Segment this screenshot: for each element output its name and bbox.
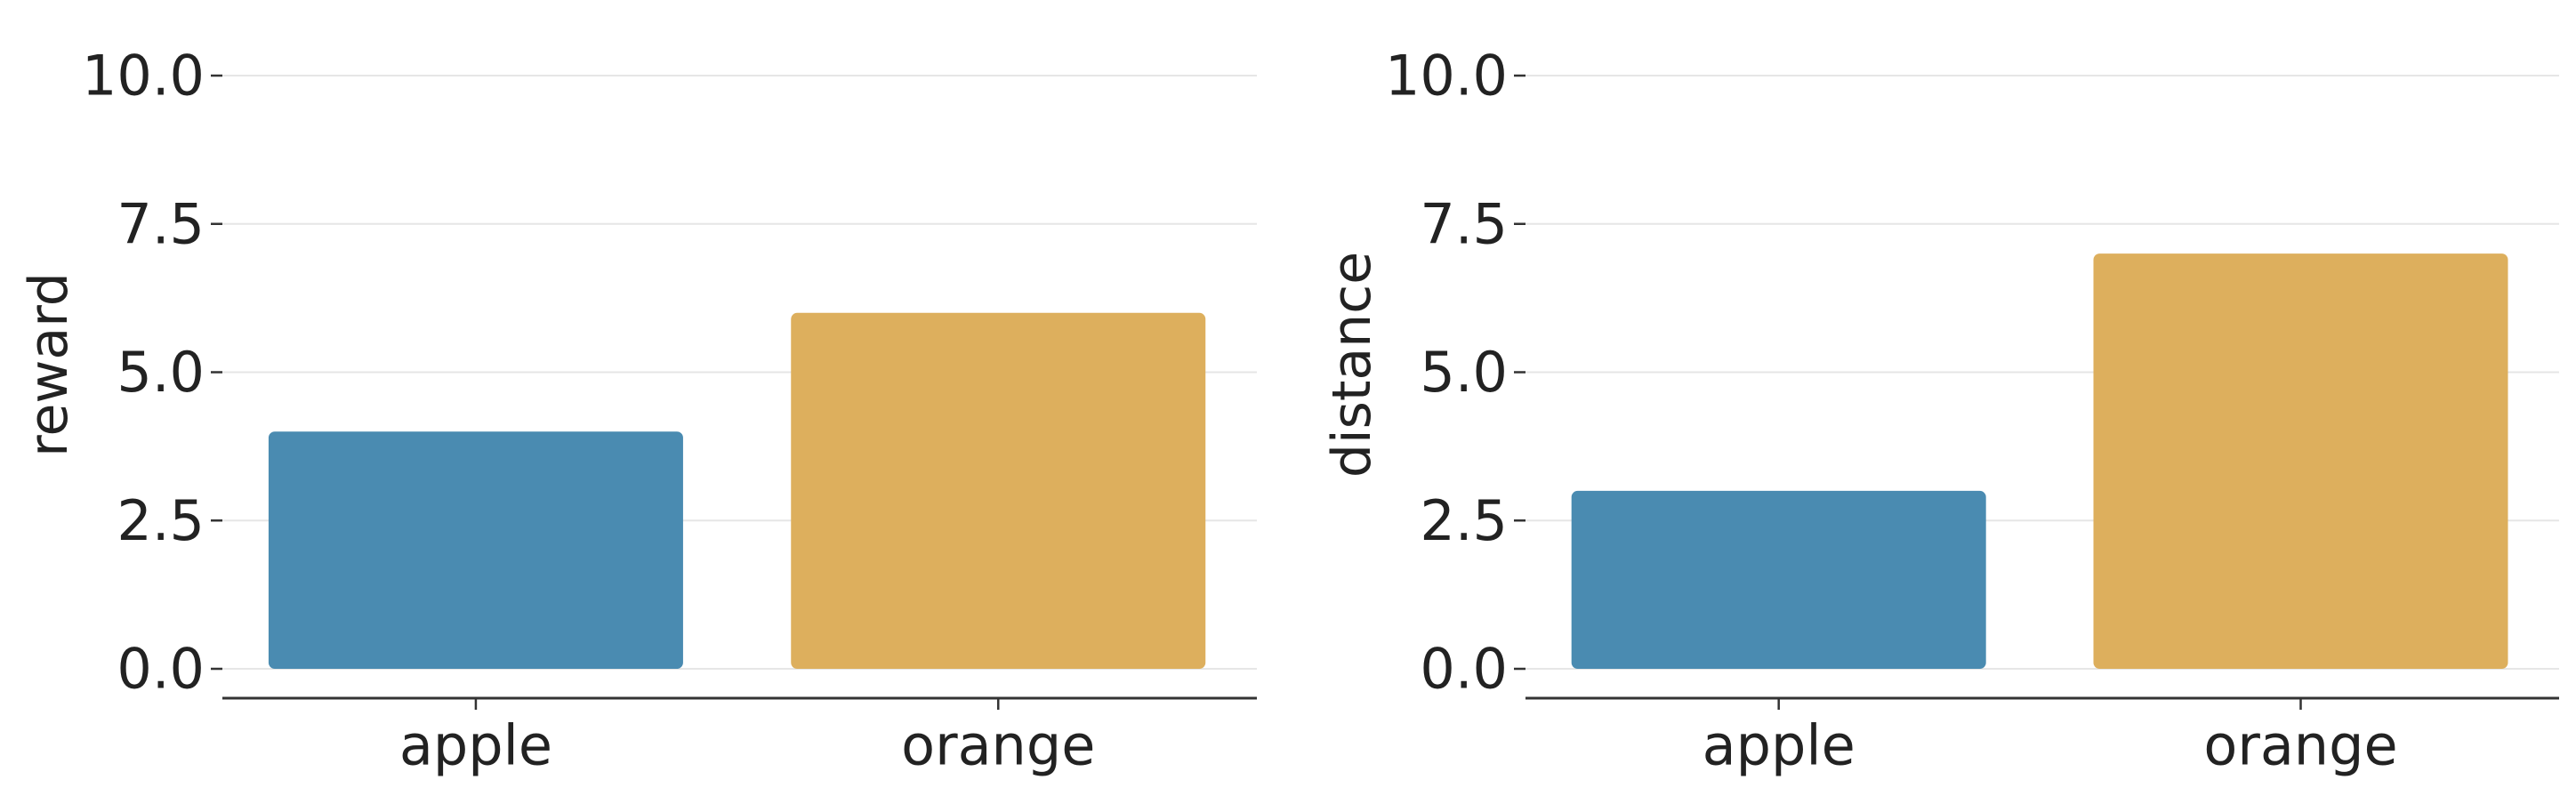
y-tick-label: 2.5 (117, 488, 205, 553)
bar-orange (791, 312, 1206, 669)
x-tick-label: orange (901, 713, 1095, 778)
y-tick-label: 2.5 (1420, 488, 1508, 553)
y-tick-label: 10.0 (82, 44, 205, 109)
bar-orange (2093, 253, 2508, 669)
y-tick-label: 5.0 (117, 340, 205, 405)
x-tick-label: apple (399, 713, 552, 778)
x-tick-label: apple (1703, 713, 1856, 778)
y-tick-label: 7.5 (1420, 191, 1508, 256)
y-tick-label: 5.0 (1420, 340, 1508, 405)
y-axis-label: reward (18, 272, 80, 457)
y-tick-label: 10.0 (1385, 44, 1508, 109)
y-tick-label: 0.0 (1420, 637, 1508, 702)
y-axis-label: distance (1321, 252, 1383, 478)
y-tick-label: 0.0 (117, 637, 205, 702)
bar-apple (1571, 490, 1986, 669)
bar-apple (268, 431, 683, 669)
x-tick-label: orange (2203, 713, 2397, 778)
chart-panel-distance: 0.0 2.5 5.0 7.5 10.0 apple orange distance (1321, 44, 2559, 778)
y-tick-label: 7.5 (117, 191, 205, 256)
chart-panel-reward: 0.0 2.5 5.0 7.5 10.0 apple orange reward (18, 44, 1257, 778)
